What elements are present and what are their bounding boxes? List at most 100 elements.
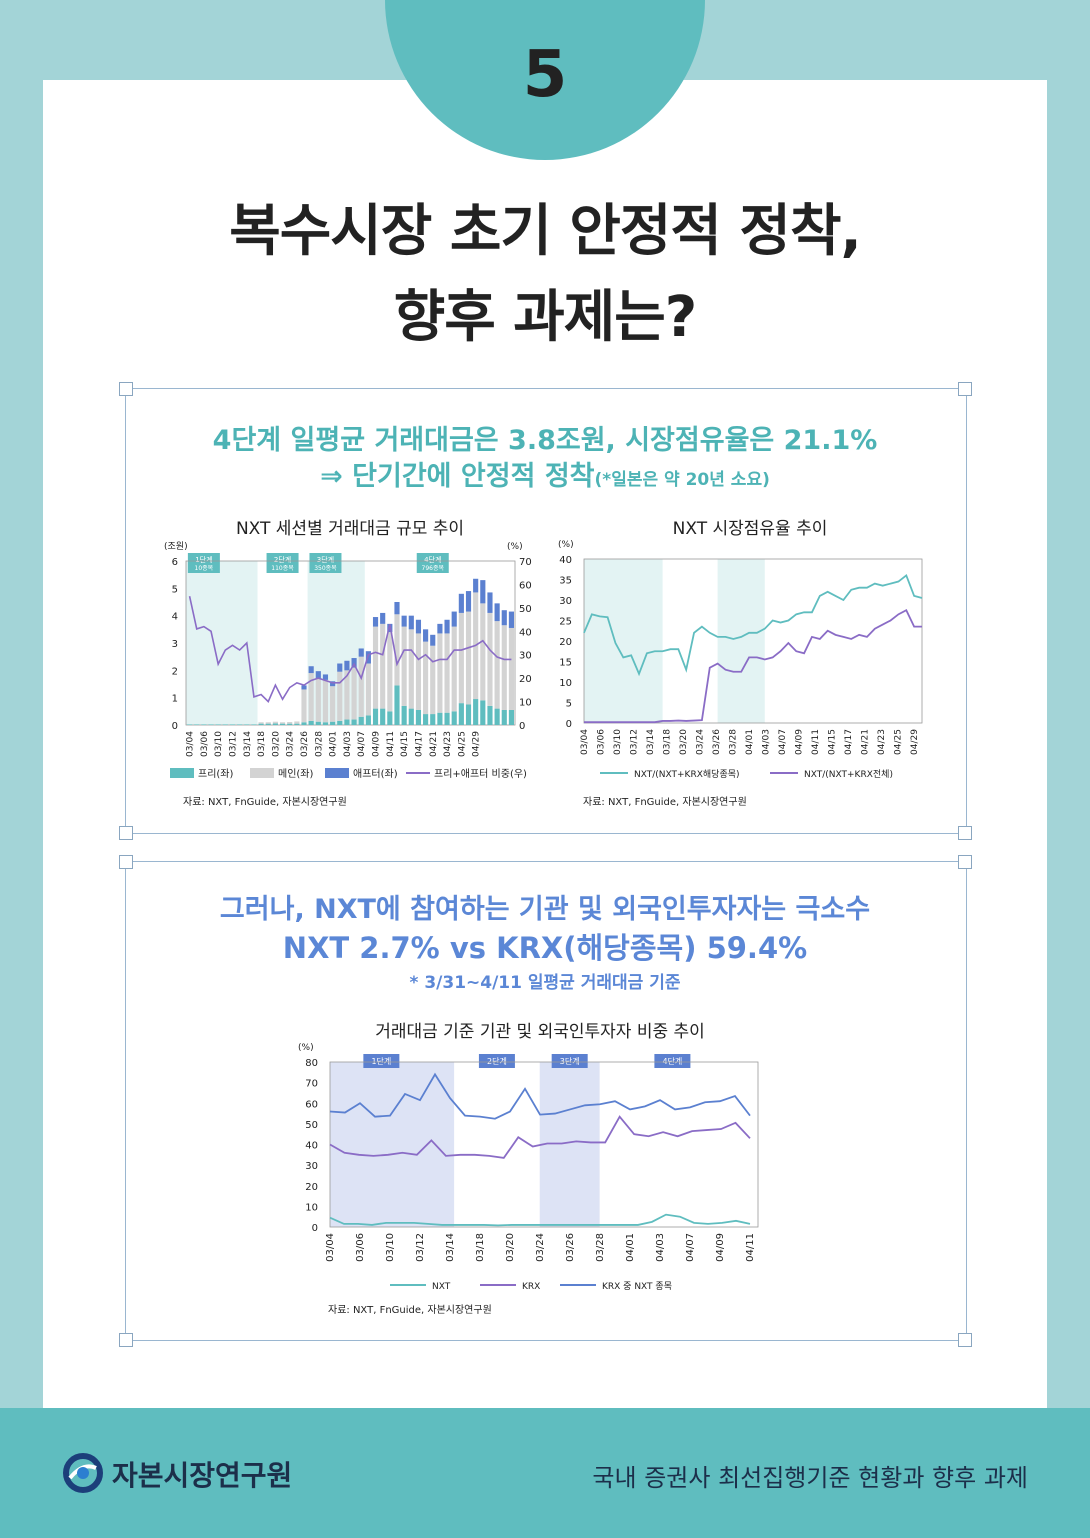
section1-subheadline: ⇒ 단기간에 안정적 정착(*일본은 약 20년 소요) <box>125 454 965 493</box>
bar-after <box>473 578 479 593</box>
y-label: (%) <box>558 540 574 550</box>
x-tick: 03/06 <box>355 1233 366 1262</box>
y-tick: 40 <box>559 555 572 566</box>
y-tick: 80 <box>305 1058 318 1069</box>
legend-label: KRX <box>522 1282 540 1292</box>
y-tick: 10 <box>305 1202 318 1213</box>
chart1-legend: 프리(좌) 메인(좌) 애프터(좌) 프리+애프터 비중(우) <box>170 768 527 780</box>
y-tick: 50 <box>305 1120 318 1131</box>
legend-label: NXT <box>432 1282 451 1292</box>
x-tick: 04/07 <box>685 1233 696 1262</box>
phase-tag-label: 3단계 <box>560 1056 580 1066</box>
org-name: 자본시장연구원 <box>112 1459 293 1492</box>
page-title-line2: 향후 과제는? <box>393 285 698 350</box>
bar-pre <box>494 708 500 725</box>
bar-after <box>430 634 436 646</box>
chart3-legend: NXT KRX KRX 중 NXT 종목 <box>390 1281 672 1292</box>
bar-main <box>501 625 507 710</box>
phase-band <box>539 1062 600 1227</box>
plot-frame <box>583 558 923 724</box>
bar-main <box>465 611 472 705</box>
bar-after <box>322 674 329 680</box>
bar-pre <box>222 724 228 725</box>
bar-main <box>372 626 379 709</box>
bar-after <box>437 623 443 634</box>
legend-label: 애프터(좌) <box>353 768 398 780</box>
legend-label: 프리+애프터 비중(우) <box>434 768 527 780</box>
bar-pre <box>380 708 386 725</box>
bar-pre <box>258 723 264 725</box>
bar-after <box>337 663 343 672</box>
bar-pre <box>401 705 407 725</box>
frame-corner <box>119 1333 133 1347</box>
y-tick-left: 3 <box>172 639 178 650</box>
y-tick: 60 <box>305 1099 318 1110</box>
section2-subheadline: NXT 2.7% vs KRX(해당종목) 59.4% <box>282 931 808 965</box>
bar-pre <box>294 723 300 725</box>
x-tick: 03/04 <box>325 1233 336 1262</box>
x-tick: 04/17 <box>414 731 424 757</box>
bar-main <box>308 673 314 721</box>
bar-pre <box>480 700 486 725</box>
phase-tag-label: 4단계 <box>662 1056 682 1066</box>
section2-headline: 그러나, NXT에 참여하는 기관 및 외국인투자자는 극소수 <box>219 894 871 925</box>
y-tick-left: 1 <box>172 694 178 705</box>
x-tick: 03/10 <box>385 1233 396 1262</box>
bar-main <box>401 626 407 706</box>
y-tick: 30 <box>305 1161 318 1172</box>
section2-note: * 3/31~4/11 일평균 거래대금 기준 <box>409 973 681 993</box>
phase-tag-label: 1단계 <box>195 555 212 564</box>
chart2-source: 자료: NXT, FnGuide, 자본시장연구원 <box>583 797 747 808</box>
bar-after <box>344 660 350 671</box>
y-tick: 35 <box>559 576 572 587</box>
x-tick: 03/24 <box>535 1233 546 1262</box>
x-tick: 03/18 <box>257 731 267 757</box>
x-tick: 03/06 <box>596 729 606 755</box>
bar-after <box>501 610 507 626</box>
legend-label: 메인(좌) <box>278 768 314 780</box>
bar-main <box>394 614 400 686</box>
subheadline-main: ⇒ 단기간에 안정적 정착 <box>320 461 595 492</box>
legend-label: NXT/(NXT+KRX전체) <box>804 769 893 780</box>
bar-after <box>330 681 336 687</box>
legend-swatch <box>325 768 349 778</box>
bar-after <box>394 602 400 615</box>
phase-tag <box>551 1054 588 1068</box>
bar-pre <box>308 720 314 725</box>
bar-main <box>287 721 293 724</box>
bar-pre <box>244 724 250 725</box>
x-tick: 04/25 <box>457 731 467 757</box>
bar-pre <box>322 722 329 725</box>
bar-main <box>423 641 429 715</box>
bar-after <box>308 666 314 674</box>
x-tick: 03/28 <box>314 731 324 757</box>
bar-pre <box>215 724 221 725</box>
phase-tag-sub: 350종목 <box>314 565 337 572</box>
x-tick: 04/11 <box>745 1233 756 1262</box>
x-tick: 04/09 <box>794 729 804 755</box>
bar-pre <box>408 708 414 725</box>
bar-main <box>272 721 278 724</box>
x-tick: 03/18 <box>475 1233 486 1262</box>
bar-pre <box>251 724 257 725</box>
phase-tag <box>187 553 220 573</box>
bar-after <box>508 611 514 628</box>
report-title: 국내 증권사 최선집행기준 현황과 향후 과제 <box>592 1464 1028 1492</box>
x-tick: 03/06 <box>200 731 210 757</box>
x-tick: 04/15 <box>827 729 837 755</box>
phase-tag-sub: 10종목 <box>195 565 214 572</box>
x-tick: 04/23 <box>443 731 453 757</box>
phase-tag-sub: 110종목 <box>271 565 294 572</box>
bar-pre <box>487 705 493 725</box>
logo-icon <box>63 1453 103 1493</box>
y-tick: 20 <box>305 1182 318 1193</box>
frame-corner <box>119 826 133 840</box>
bar-after <box>408 615 414 630</box>
y-tick: 30 <box>559 596 572 607</box>
bar-main <box>408 629 414 709</box>
bar-main <box>358 656 364 717</box>
bar-pre <box>272 723 278 725</box>
bar-main <box>301 689 307 723</box>
y-tick-right: 30 <box>519 651 532 662</box>
bar-pre <box>508 709 514 725</box>
